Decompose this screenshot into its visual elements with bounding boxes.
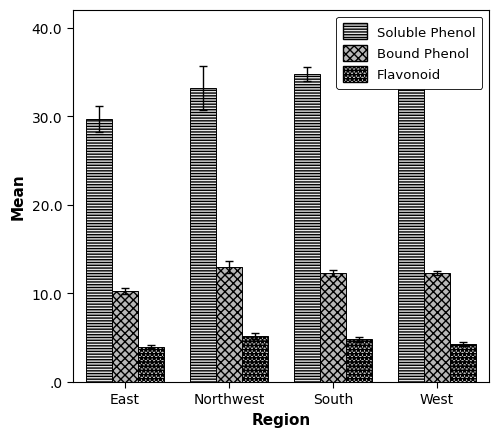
Bar	[242, 336, 268, 382]
Bar	[294, 74, 320, 382]
Bar	[112, 291, 138, 382]
X-axis label: Region: Region	[251, 412, 310, 427]
Legend: Soluble Phenol, Bound Phenol, Flavonoid: Soluble Phenol, Bound Phenol, Flavonoid	[336, 18, 482, 89]
Bar	[398, 62, 424, 382]
Bar	[190, 89, 216, 382]
Bar	[450, 344, 476, 382]
Bar	[424, 273, 450, 382]
Bar	[86, 120, 112, 382]
Bar	[320, 273, 346, 382]
Bar	[138, 347, 164, 382]
Bar	[346, 339, 372, 382]
Bar	[216, 267, 242, 382]
Y-axis label: Mean: Mean	[11, 173, 26, 220]
